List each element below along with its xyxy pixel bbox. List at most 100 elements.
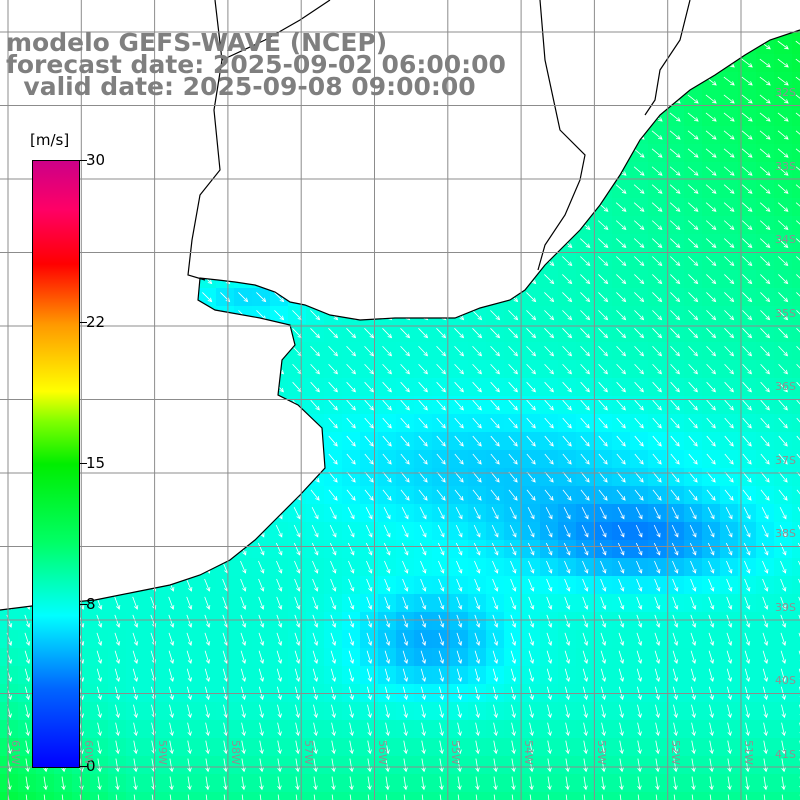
wind-arrow [474, 596, 481, 610]
wind-arrow [690, 560, 697, 574]
wind-arrow [706, 328, 717, 339]
wind-arrow [43, 776, 48, 791]
wind-arrow [582, 560, 589, 574]
wind-arrow [347, 542, 355, 556]
field-cell [468, 792, 487, 800]
wind-arrow [205, 704, 210, 719]
wind-arrow [526, 417, 536, 429]
wind-arrow [457, 794, 460, 800]
wind-arrow [169, 794, 172, 800]
wind-arrow [472, 471, 482, 483]
field-cell [666, 792, 685, 800]
wind-arrow [313, 740, 318, 755]
wind-arrow [169, 704, 174, 719]
wind-arrow [616, 274, 627, 285]
wind-arrow [670, 363, 680, 375]
wind-arrow [205, 722, 210, 737]
wind-arrow [366, 650, 373, 665]
wind-arrow [436, 489, 446, 501]
wind-arrow [778, 381, 788, 393]
field-cell [792, 432, 800, 451]
wind-arrow [759, 202, 771, 212]
wind-arrow [133, 704, 138, 719]
wind-arrow [401, 507, 409, 520]
wind-arrow [420, 668, 427, 683]
wind-arrow [168, 596, 175, 610]
wind-arrow [687, 184, 699, 194]
wind-arrow [669, 112, 681, 122]
wind-arrow [294, 668, 301, 683]
wind-arrow [582, 614, 589, 628]
wind-arrow [688, 489, 698, 501]
wind-arrow [508, 328, 519, 339]
wind-arrow [133, 740, 138, 755]
wind-arrow [562, 471, 572, 483]
wind-arrow [490, 363, 500, 375]
wind-arrow [96, 650, 103, 665]
wind-arrow [241, 722, 246, 737]
wind-arrow [547, 794, 550, 800]
wind-arrow [295, 776, 300, 791]
wind-arrow [258, 614, 265, 628]
wind-arrow [544, 363, 554, 375]
wind-arrow [349, 740, 354, 755]
wind-arrow [492, 578, 499, 592]
wind-arrow [367, 794, 370, 800]
wind-arrow [580, 292, 591, 303]
wind-arrow [529, 704, 534, 719]
field-cell [792, 360, 800, 379]
wind-arrow [493, 758, 498, 773]
wind-arrow [510, 668, 517, 683]
wind-arrow [652, 346, 663, 357]
wind-arrow [616, 310, 627, 321]
wind-arrow [364, 417, 374, 429]
wind-arrow [205, 758, 210, 773]
wind-arrow [654, 650, 661, 665]
wind-arrow [223, 758, 228, 773]
colorbar-units: [m/s] [28, 131, 72, 149]
field-cell [792, 126, 800, 145]
wind-arrow [240, 578, 247, 592]
colorbar-tick-label: 22 [86, 312, 106, 331]
wind-arrow [635, 524, 643, 538]
wind-arrow [634, 328, 645, 339]
wind-arrow [168, 650, 175, 665]
wind-arrow [654, 614, 661, 628]
wind-arrow [418, 417, 428, 429]
wind-arrow [455, 524, 463, 538]
wind-arrow [313, 722, 318, 737]
wind-arrow [364, 453, 374, 465]
wind-arrow [349, 704, 354, 719]
wind-arrow [256, 292, 267, 303]
wind-arrow [670, 453, 680, 465]
field-cell [558, 792, 577, 800]
wind-arrow [651, 238, 663, 249]
wind-arrow [365, 507, 373, 520]
wind-arrow [652, 328, 663, 339]
wind-arrow [346, 363, 356, 375]
wind-arrow [114, 632, 121, 646]
wind-arrow [79, 794, 82, 800]
wind-arrow [724, 328, 735, 339]
wind-arrow [599, 542, 607, 556]
wind-arrow [742, 435, 752, 447]
wind-arrow [705, 166, 717, 176]
wind-arrow [382, 453, 392, 465]
wind-arrow [705, 130, 717, 140]
wind-arrow [544, 346, 555, 357]
wind-arrow [312, 578, 319, 592]
wind-arrow [583, 776, 588, 791]
wind-arrow [187, 776, 192, 791]
wind-arrow [529, 794, 532, 800]
wind-arrow [582, 668, 589, 683]
wind-arrow [294, 650, 301, 665]
wind-arrow [616, 328, 627, 339]
wind-arrow [690, 650, 697, 665]
colorbar [32, 160, 80, 768]
wind-arrow [490, 328, 501, 339]
wind-arrow [293, 524, 301, 538]
wind-arrow [294, 632, 301, 646]
field-cell [792, 612, 800, 631]
field-cell [792, 288, 800, 307]
wind-arrow [562, 256, 573, 267]
